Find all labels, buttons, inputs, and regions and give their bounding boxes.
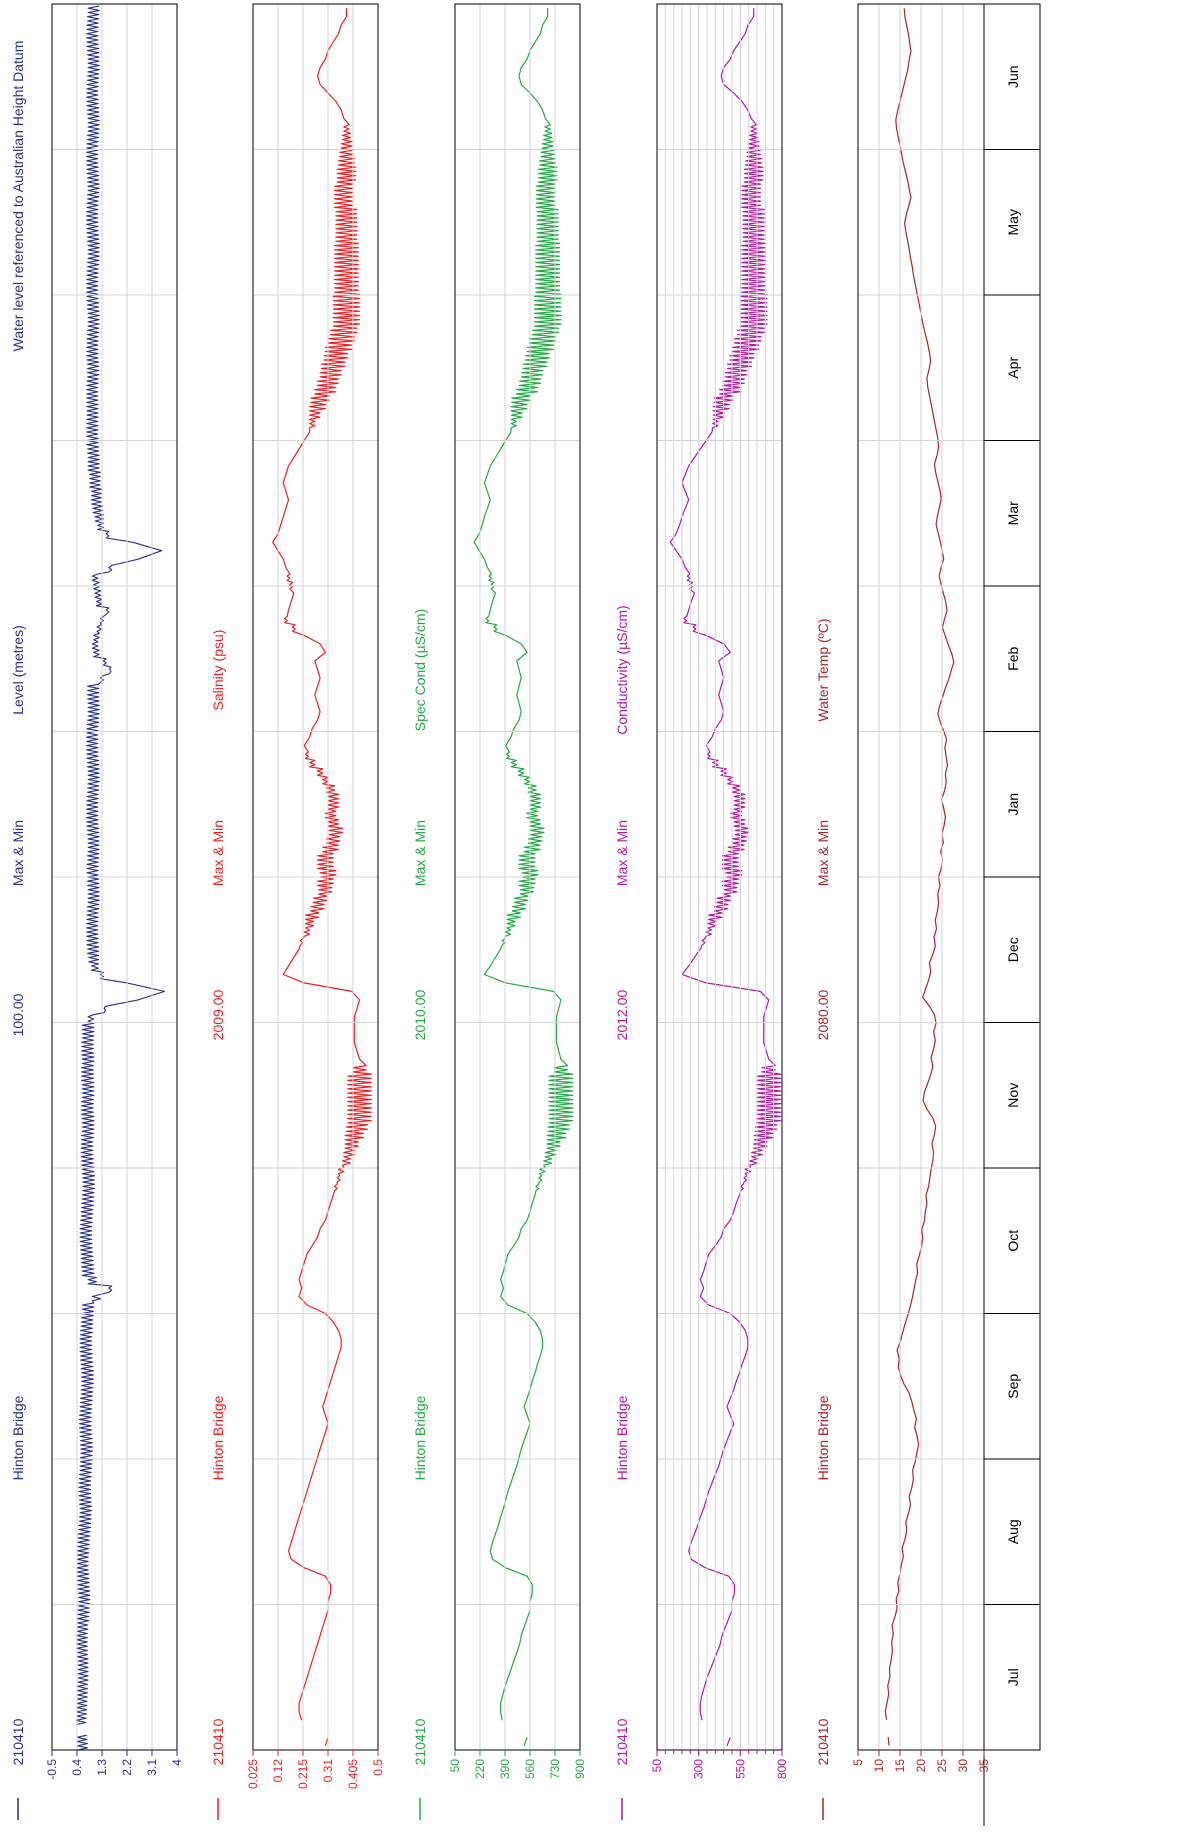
axis-tick-label: 0.405 (346, 1759, 360, 1789)
variable-label: Salinity (psu) (210, 630, 226, 711)
series-line (669, 8, 782, 1721)
variable-label: Conductivity (µS/cm) (614, 605, 630, 734)
series-line (272, 8, 372, 1721)
axis-tick-label: 35 (977, 1759, 991, 1773)
statistic-label: Max & Min (10, 820, 26, 886)
variable-label: Level (metres) (10, 625, 26, 714)
axis-tick-label: 20 (914, 1759, 928, 1773)
station-name: Hinton Bridge (412, 1395, 428, 1480)
axis-tick-label: 0.31 (321, 1759, 335, 1783)
station-name: Hinton Bridge (815, 1395, 831, 1480)
series-line (887, 1737, 890, 1746)
panel-frame (51, 3, 178, 1751)
axis-tick-label: 10 (872, 1759, 886, 1773)
axis-tick-label: 0.4 (70, 1759, 84, 1776)
variable-label: Water Temp (ºC) (815, 618, 831, 721)
axis-tick-label: 25 (935, 1759, 949, 1773)
axis-tick-label: 4 (170, 1759, 184, 1766)
series-code: 100.00 (10, 993, 26, 1036)
month-label: Feb (1005, 646, 1021, 670)
axis-tick-label: 0.5 (371, 1759, 385, 1776)
station-id: 210410 (815, 1718, 831, 1765)
axis-tick-label: 550 (733, 1759, 747, 1779)
axis-tick-label: 5 (851, 1759, 865, 1766)
month-label: Dec (1005, 937, 1021, 962)
station-id: 210410 (210, 1718, 226, 1765)
month-label: Nov (1005, 1083, 1021, 1108)
statistic-label: Max & Min (815, 820, 831, 886)
axis-tick-label: 50 (650, 1759, 664, 1773)
label-layer: Jul Aug Sep Oct Nov Dec Jan Feb Mar Apr May Jun 4 3.1… (10, 41, 1021, 1820)
month-label: Jan (1005, 793, 1021, 816)
month-label: Sep (1005, 1374, 1021, 1399)
series-code: 2010.00 (412, 989, 428, 1040)
station-id: 210410 (614, 1718, 630, 1765)
axis-tick-label: -0.5 (45, 1759, 59, 1780)
axis-tick-label: 0.12 (271, 1759, 285, 1783)
month-label: Apr (1005, 357, 1021, 379)
axis-tick-label: 2.2 (120, 1759, 134, 1776)
series-line (473, 8, 574, 1721)
grid-layer (51, 3, 1041, 1826)
month-label: May (1005, 209, 1021, 235)
axis-tick-label: 0.025 (246, 1759, 260, 1789)
month-label: Jul (1005, 1668, 1021, 1686)
series-line (75, 5, 166, 1726)
axis-tick-label: 800 (775, 1759, 789, 1779)
panel-frame (656, 3, 783, 1751)
station-name: Hinton Bridge (10, 1395, 26, 1480)
month-label: Mar (1005, 501, 1021, 525)
month-label: Aug (1005, 1519, 1021, 1544)
series-code: 2080.00 (815, 989, 831, 1040)
panel-frame (252, 3, 379, 1751)
series-code: 2009.00 (210, 989, 226, 1040)
axis-tick-label: 900 (573, 1759, 587, 1779)
station-name: Hinton Bridge (210, 1395, 226, 1480)
axis-tick-label: 560 (523, 1759, 537, 1779)
series-line (76, 1734, 88, 1751)
axis-tick-label: 730 (548, 1759, 562, 1779)
axis-tick-label: 300 (692, 1759, 706, 1779)
data-layer (75, 5, 955, 1751)
series-code: 2012.00 (614, 989, 630, 1040)
series-line (884, 8, 955, 1720)
month-label: Jun (1005, 65, 1021, 88)
axis-tick-label: 30 (956, 1759, 970, 1773)
statistic-label: Max & Min (412, 820, 428, 886)
axis-tick-label: 15 (893, 1759, 907, 1773)
axis-tick-label: 3.1 (145, 1759, 159, 1776)
axis-tick-label: 0.215 (296, 1759, 310, 1789)
station-name: Hinton Bridge (614, 1395, 630, 1480)
axis-tick-label: 50 (448, 1759, 462, 1773)
series-line (523, 1737, 528, 1746)
station-id: 210410 (412, 1718, 428, 1765)
variable-label: Spec Cond (µS/cm) (412, 609, 428, 731)
statistic-label: Max & Min (614, 820, 630, 886)
statistic-label: Max & Min (210, 820, 226, 886)
month-label: Oct (1005, 1230, 1021, 1252)
axis-tick-label: 390 (498, 1759, 512, 1779)
axis-tick-label: 220 (473, 1759, 487, 1779)
series-line (726, 1737, 731, 1747)
panel-frame (454, 3, 581, 1751)
axis-tick-label: 1.3 (95, 1759, 109, 1776)
datum-note: Water level referenced to Australian Hei… (10, 41, 26, 352)
station-id: 210410 (10, 1718, 26, 1765)
